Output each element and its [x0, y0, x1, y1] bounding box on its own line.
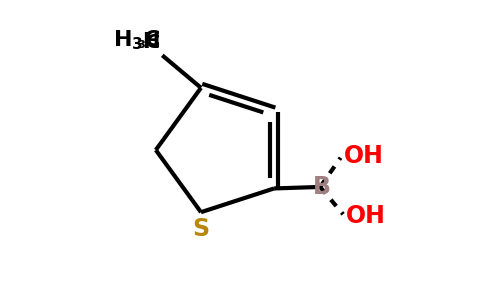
Text: OH: OH	[346, 204, 386, 228]
Text: H: H	[142, 32, 160, 52]
Text: OH: OH	[344, 144, 383, 168]
Text: B: B	[313, 175, 331, 199]
Text: $\mathbf{H_3C}$: $\mathbf{H_3C}$	[113, 28, 160, 52]
Text: ₃C: ₃C	[123, 33, 160, 52]
Text: S: S	[193, 217, 210, 241]
